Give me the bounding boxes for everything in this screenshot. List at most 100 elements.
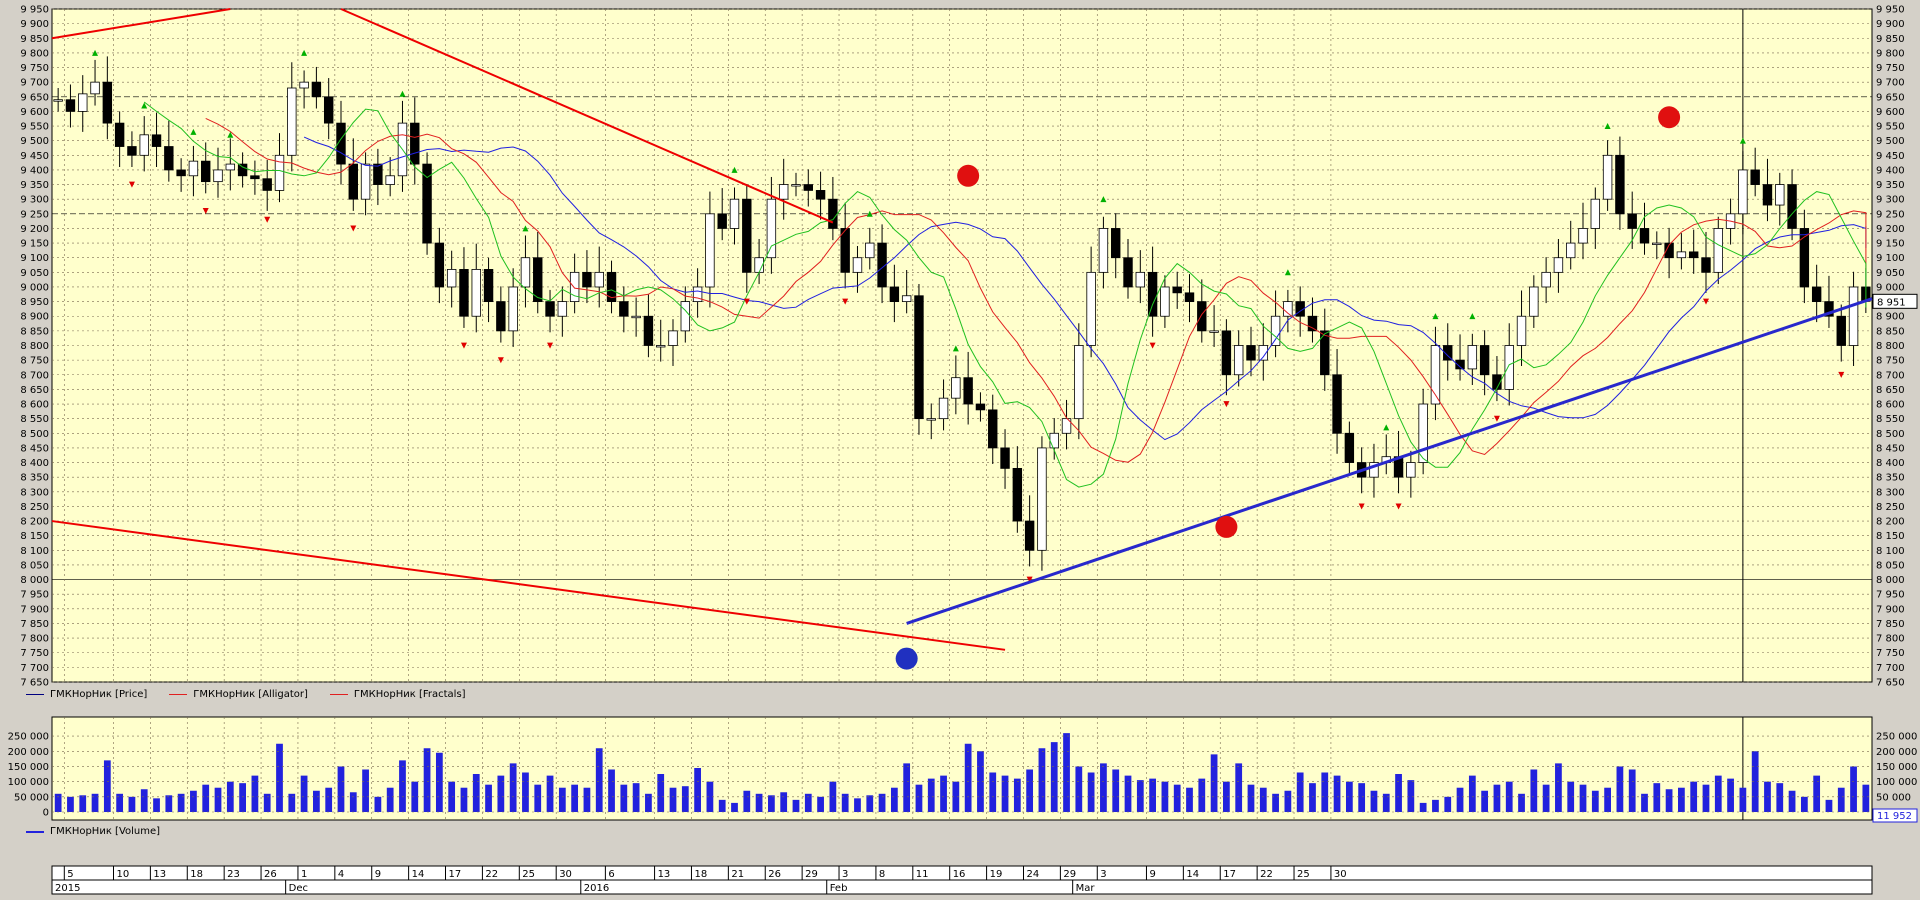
price-tick-label-left: 8 250: [20, 502, 49, 513]
candle-body: [1258, 345, 1268, 361]
fractal-up-marker: [141, 102, 148, 109]
candle-body: [422, 163, 432, 244]
candle-body: [299, 81, 309, 89]
candle-body: [828, 198, 838, 229]
volume-tick-label-right: 50 000: [1876, 792, 1911, 803]
price-tick-label-left: 8 750: [20, 356, 49, 367]
candle-body: [557, 301, 568, 317]
candle-body: [1529, 286, 1539, 317]
fractal-down-marker: [202, 207, 209, 214]
fractal-down-marker: [1358, 503, 1365, 510]
candle-body: [1111, 228, 1121, 259]
candle-body: [151, 134, 162, 147]
date-day-label: 19: [990, 869, 1003, 880]
price-tick-label-right: 8 800: [1876, 341, 1905, 352]
date-day-label: 23: [227, 869, 240, 880]
date-day-label: 18: [190, 869, 203, 880]
price-tick-label-right: 8 650: [1876, 385, 1905, 396]
price-tick-label-right: 8 050: [1876, 560, 1905, 571]
candle-body: [360, 163, 371, 200]
price-tick-label-left: 8 450: [20, 443, 49, 454]
candle-body: [1074, 345, 1084, 420]
price-tick-label-right: 8 850: [1876, 326, 1905, 337]
price-tick-label-left: 8 100: [20, 546, 49, 557]
candle-body: [1443, 345, 1453, 361]
last-price-box: [1872, 293, 1918, 309]
candle-body: [201, 160, 211, 183]
candle-body: [250, 175, 260, 180]
candle-body: [1664, 242, 1674, 259]
price-tick-label-right: 8 000: [1876, 575, 1905, 586]
price-tick-label-right: 9 600: [1876, 107, 1905, 118]
candle-body: [446, 269, 457, 288]
fractal-down-marker: [1223, 401, 1230, 408]
candle-body: [1098, 228, 1109, 273]
price-tick-label-left: 7 700: [20, 663, 49, 674]
fractal-up-marker: [301, 49, 308, 56]
candle-body: [102, 81, 113, 124]
price-tick-label-right: 9 550: [1876, 122, 1905, 133]
candle-body: [606, 271, 617, 303]
price-tick-label-left: 8 400: [20, 458, 49, 469]
candle-body: [778, 184, 789, 200]
candle-body: [533, 257, 543, 303]
candle-body: [459, 269, 469, 317]
candle-body: [1516, 315, 1527, 346]
price-tick-label-left: 9 150: [20, 239, 49, 250]
alligator-jaw-line: [303, 136, 1867, 441]
candle-body: [213, 169, 223, 183]
candle-body: [545, 301, 555, 317]
date-month-label: Mar: [1076, 883, 1096, 894]
date-day-label: 17: [1223, 869, 1236, 880]
price-tick-label-right: 8 100: [1876, 546, 1905, 557]
marker-blue-circle: [895, 647, 918, 670]
candle-body: [742, 198, 752, 273]
candle-body: [1738, 169, 1748, 215]
price-tick-label-left: 7 750: [20, 648, 49, 659]
fractal-down-marker: [1702, 298, 1709, 305]
candle-body: [471, 269, 481, 317]
fractal-down-marker: [128, 181, 135, 188]
fractal-down-marker: [1026, 576, 1033, 583]
candle-body: [311, 81, 322, 98]
marker-red-circle: [957, 164, 980, 187]
price-tick-label-left: 9 300: [20, 195, 49, 206]
price-tick-label-left: 9 800: [20, 48, 49, 59]
price-tick-label-right: 8 900: [1876, 312, 1905, 323]
candle-body: [1332, 374, 1342, 434]
price-tick-label-right: 9 800: [1876, 48, 1905, 59]
candle-body: [65, 99, 76, 112]
price-tick-label-right: 8 450: [1876, 443, 1905, 454]
candle-body: [1135, 271, 1146, 288]
candle-body: [1061, 418, 1072, 434]
date-day-label: 14: [412, 869, 425, 880]
price-tick-label-left: 8 300: [20, 487, 49, 498]
candle-body: [1221, 330, 1232, 376]
legend-item-price: ГМКНорНик [Price]: [26, 689, 147, 700]
price-tick-label-right: 9 650: [1876, 92, 1905, 103]
candle-body: [53, 99, 63, 102]
price-tick-label-right: 9 350: [1876, 180, 1905, 191]
volume-tick-label-right: 150 000: [1876, 762, 1917, 773]
fractal-down-marker: [350, 225, 357, 232]
candle-body: [1037, 447, 1047, 551]
candle-body: [1615, 154, 1625, 215]
price-tick-label-left: 9 950: [20, 5, 49, 16]
candle-body: [619, 301, 629, 317]
candle-body: [1676, 251, 1687, 259]
candle-body: [1320, 330, 1330, 376]
price-tick-label-right: 8 550: [1876, 414, 1905, 425]
date-day-label: 30: [559, 869, 572, 880]
candle-body: [963, 377, 973, 405]
price-tick-label-left: 8 700: [20, 370, 49, 381]
candle-body: [975, 403, 986, 411]
candle-body: [1283, 301, 1293, 317]
price-tick-label-left: 8 150: [20, 531, 49, 542]
candle-body: [1824, 301, 1834, 317]
candle-body: [1750, 169, 1760, 185]
price-tick-label-right: 9 200: [1876, 224, 1905, 235]
candle-body: [815, 190, 826, 200]
price-tick-label-left: 8 050: [20, 560, 49, 571]
candle-body: [1197, 301, 1207, 332]
